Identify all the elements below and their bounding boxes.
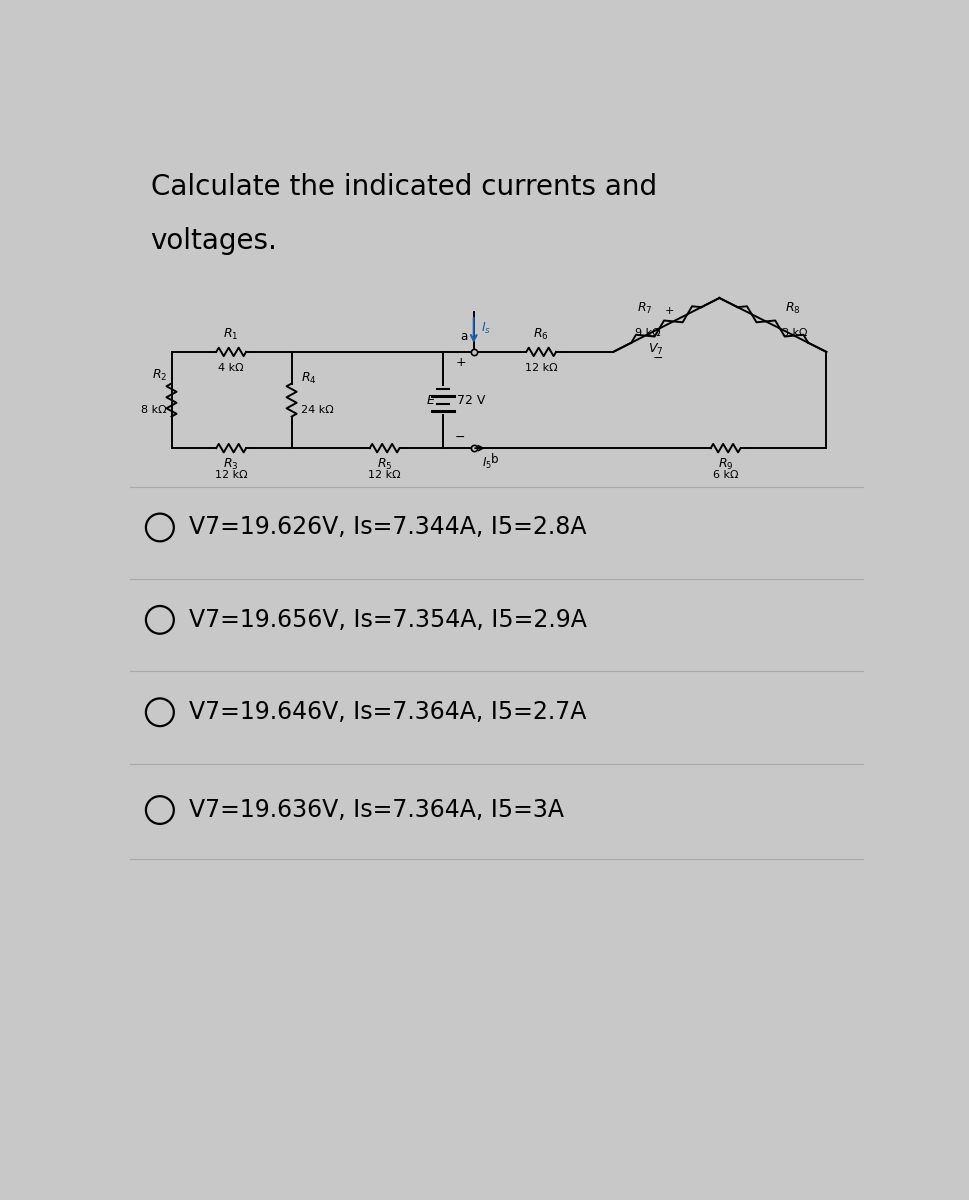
Text: $R_5$: $R_5$ [377, 457, 392, 473]
Text: −: − [653, 352, 663, 365]
Text: $R_2$: $R_2$ [151, 368, 167, 383]
Text: V7=19.636V, Is=7.364A, I5=3A: V7=19.636V, Is=7.364A, I5=3A [189, 798, 564, 822]
Text: $R_6$: $R_6$ [533, 326, 549, 342]
Text: −: − [455, 431, 466, 444]
Text: 12 kΩ: 12 kΩ [215, 469, 247, 480]
Text: 72 V: 72 V [456, 394, 485, 407]
Text: $R_8$: $R_8$ [785, 301, 800, 316]
Text: $R_7$: $R_7$ [637, 301, 652, 316]
Text: $R_1$: $R_1$ [224, 326, 239, 342]
Text: $I_5$: $I_5$ [482, 456, 491, 470]
Text: b: b [491, 452, 498, 466]
Text: $R_4$: $R_4$ [301, 371, 317, 386]
Text: V7=19.656V, Is=7.354A, I5=2.9A: V7=19.656V, Is=7.354A, I5=2.9A [189, 608, 587, 632]
Text: 12 kΩ: 12 kΩ [525, 364, 557, 373]
Text: 6 kΩ: 6 kΩ [713, 469, 738, 480]
Text: 9 kΩ: 9 kΩ [635, 328, 660, 338]
Text: a: a [460, 330, 468, 343]
Text: 4 kΩ: 4 kΩ [218, 364, 244, 373]
Text: $V_7$: $V_7$ [648, 342, 663, 356]
Text: +: + [665, 306, 674, 316]
Text: 24 kΩ: 24 kΩ [301, 404, 333, 415]
Text: V7=19.626V, Is=7.344A, I5=2.8A: V7=19.626V, Is=7.344A, I5=2.8A [189, 516, 587, 540]
Text: $R_9$: $R_9$ [718, 457, 734, 473]
Text: $R_3$: $R_3$ [224, 457, 239, 473]
Text: voltages.: voltages. [150, 227, 277, 256]
Text: $I_s$: $I_s$ [481, 322, 490, 336]
Text: Calculate the indicated currents and: Calculate the indicated currents and [150, 173, 657, 202]
Text: E: E [427, 394, 435, 407]
Text: 8 kΩ: 8 kΩ [141, 404, 167, 415]
Text: V7=19.646V, Is=7.364A, I5=2.7A: V7=19.646V, Is=7.364A, I5=2.7A [189, 701, 586, 725]
Text: 3 kΩ: 3 kΩ [782, 328, 808, 338]
Text: 12 kΩ: 12 kΩ [368, 469, 401, 480]
Text: +: + [455, 355, 466, 368]
